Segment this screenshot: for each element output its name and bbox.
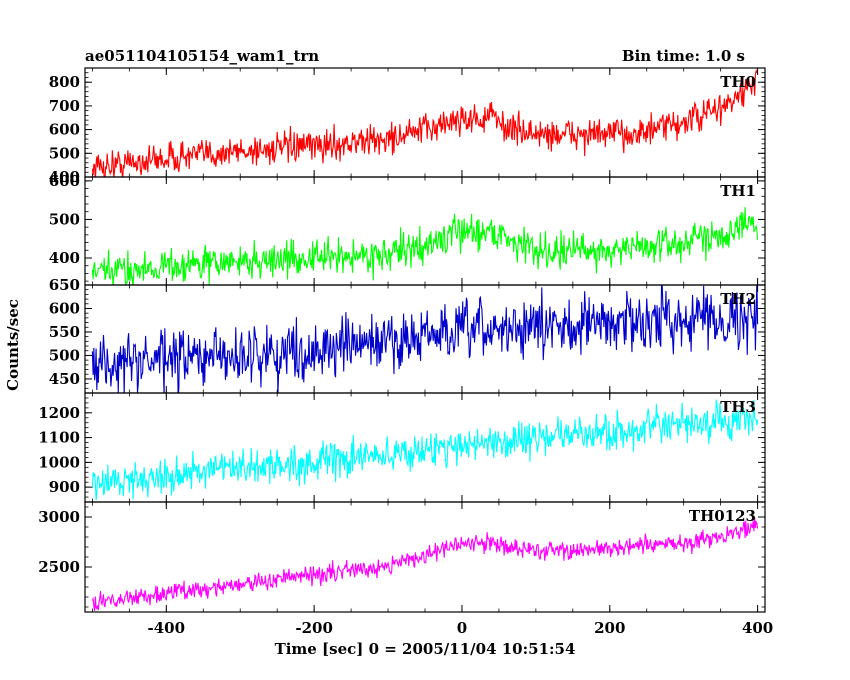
panel-label-th3: TH3	[720, 398, 756, 416]
y-tick-label: 550	[49, 323, 80, 341]
x-tick-label: -200	[295, 619, 333, 637]
panel-th0: 400 500 600 700 800 TH0	[49, 67, 766, 186]
y-tick-label: 1100	[38, 429, 80, 447]
y-tick-label: 700	[49, 97, 80, 115]
y-tick-label: 600	[49, 121, 80, 139]
y-tick-label: 600	[49, 172, 80, 190]
y-tick-label: 500	[49, 346, 80, 364]
panel-label-th0: TH0	[720, 73, 756, 91]
series-line-th0	[91, 68, 759, 177]
panel-label-th2: TH2	[720, 290, 756, 308]
y-tick-label: 500	[49, 210, 80, 228]
y-tick-label: 3000	[38, 508, 80, 526]
bin-time-label: Bin time: 1.0 s	[622, 47, 745, 65]
panels: 400 500 600 700 800 TH0 400 500 600 TH1 450 500 550 6…	[38, 67, 773, 637]
series-line-th1	[91, 207, 759, 285]
y-tick-label: 2500	[38, 558, 80, 576]
y-axis-label: Counts/sec	[4, 299, 22, 391]
y-tick-label: 650	[49, 276, 80, 294]
series-line-th3	[91, 399, 759, 501]
panel-label-th0123: TH0123	[689, 507, 756, 525]
panel-frame-th3	[84, 392, 766, 503]
series-line-th0123	[91, 517, 759, 612]
y-tick-label: 500	[49, 144, 80, 162]
panel-label-th1: TH1	[720, 182, 756, 200]
y-tick-label: 1200	[38, 404, 80, 422]
panel-th0123: 2500 3000 TH0123	[38, 501, 766, 613]
chart-title: ae051104105154_wam1_trn	[85, 47, 319, 65]
y-tick-label: 1000	[38, 453, 80, 471]
y-tick-label: 400	[49, 168, 80, 186]
panel-frame-th1	[84, 176, 766, 286]
series-line-th2	[91, 285, 759, 393]
y-tick-label: 400	[49, 249, 80, 267]
x-tick-label: 200	[594, 619, 625, 637]
panel-th1: 400 500 600 TH1	[49, 172, 766, 286]
panel-th3: 900 1000 1100 1200 TH3	[38, 392, 766, 503]
x-tick-label: -400	[148, 619, 186, 637]
x-tick-label: 400	[742, 619, 773, 637]
y-tick-label: 450	[49, 370, 80, 388]
panel-th2: 450 500 550 600 650 TH2	[49, 276, 766, 394]
y-tick-label: 800	[49, 73, 80, 91]
y-tick-label: 900	[49, 478, 80, 496]
x-tick-label: 0	[457, 619, 467, 637]
y-tick-label: 600	[49, 299, 80, 317]
x-axis-label: Time [sec] 0 = 2005/11/04 10:51:54	[275, 640, 576, 658]
